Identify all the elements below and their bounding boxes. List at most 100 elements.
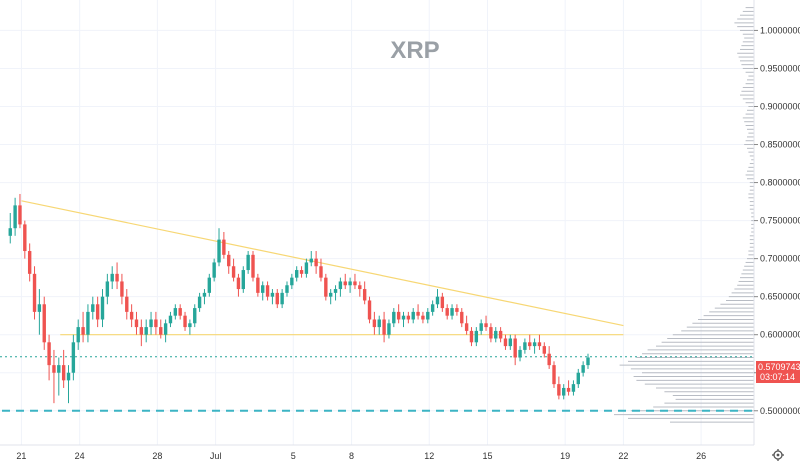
candle[interactable] (426, 308, 430, 324)
candle[interactable] (47, 334, 51, 381)
candle[interactable] (571, 380, 576, 396)
candle[interactable] (367, 296, 372, 324)
candle[interactable] (261, 281, 265, 301)
candle[interactable] (134, 311, 139, 335)
candle[interactable] (469, 327, 474, 347)
candle[interactable] (154, 311, 158, 335)
candle[interactable] (227, 251, 231, 274)
candle[interactable] (173, 304, 178, 320)
candle[interactable] (149, 311, 153, 335)
candle[interactable] (304, 258, 309, 278)
candle[interactable] (464, 315, 469, 335)
candle[interactable] (338, 277, 343, 297)
candle[interactable] (168, 311, 173, 328)
candle[interactable] (455, 304, 459, 316)
candle[interactable] (576, 368, 580, 388)
candle[interactable] (328, 289, 333, 305)
candle[interactable] (95, 296, 100, 328)
candle[interactable] (324, 273, 328, 301)
candle[interactable] (217, 228, 221, 267)
candle[interactable] (460, 308, 464, 328)
candle[interactable] (552, 361, 556, 388)
candle[interactable] (508, 334, 513, 350)
candle[interactable] (387, 319, 391, 339)
candle[interactable] (37, 289, 42, 335)
candle[interactable] (319, 258, 323, 282)
candle[interactable] (100, 289, 105, 328)
candle[interactable] (513, 334, 517, 366)
candle[interactable] (411, 308, 415, 324)
candle[interactable] (396, 304, 401, 324)
candle[interactable] (81, 311, 85, 343)
candles[interactable] (8, 193, 590, 404)
candle[interactable] (314, 251, 318, 274)
candle[interactable] (52, 349, 56, 404)
candle[interactable] (294, 266, 299, 282)
candle[interactable] (401, 311, 406, 328)
candle[interactable] (290, 273, 294, 290)
candle[interactable] (450, 304, 454, 320)
candle[interactable] (557, 376, 561, 400)
candle[interactable] (299, 266, 304, 278)
candle[interactable] (532, 338, 537, 354)
candle[interactable] (236, 273, 241, 297)
candle[interactable] (358, 281, 362, 297)
candle[interactable] (163, 319, 168, 343)
candle[interactable] (197, 292, 202, 312)
candle[interactable] (76, 319, 80, 350)
candle[interactable] (207, 273, 212, 297)
candle[interactable] (129, 304, 134, 328)
candle[interactable] (86, 304, 90, 343)
candle[interactable] (61, 349, 66, 388)
candle[interactable] (445, 304, 449, 320)
candle[interactable] (120, 273, 124, 305)
candle[interactable] (159, 319, 163, 339)
candle[interactable] (542, 342, 547, 358)
candle[interactable] (382, 311, 386, 343)
candle[interactable] (231, 258, 236, 282)
candle[interactable] (343, 273, 347, 290)
candle[interactable] (57, 357, 61, 396)
candle[interactable] (256, 273, 260, 297)
candle[interactable] (66, 365, 71, 404)
candle[interactable] (280, 289, 284, 309)
candle[interactable] (8, 212, 12, 244)
candle[interactable] (372, 311, 377, 335)
candle[interactable] (421, 311, 425, 324)
candle[interactable] (498, 327, 503, 343)
time-axis[interactable]: 21 24 28 Jul 5 8 12 15 19 22 26 (16, 451, 706, 461)
candle[interactable] (178, 304, 182, 320)
candle[interactable] (71, 334, 76, 381)
candle[interactable] (222, 232, 226, 259)
candle[interactable] (586, 353, 590, 369)
candle[interactable] (494, 327, 498, 343)
candle[interactable] (333, 285, 338, 301)
candle[interactable] (537, 334, 542, 350)
candle[interactable] (430, 300, 435, 316)
candle[interactable] (503, 334, 508, 350)
candle[interactable] (18, 193, 22, 229)
candle[interactable] (362, 281, 367, 305)
candle[interactable] (416, 304, 420, 320)
candle[interactable] (251, 251, 255, 282)
candle[interactable] (110, 266, 114, 290)
candle[interactable] (241, 266, 245, 293)
candle[interactable] (528, 334, 532, 350)
candle[interactable] (125, 289, 129, 320)
candle[interactable] (353, 273, 357, 290)
candle[interactable] (518, 346, 522, 362)
candle[interactable] (202, 289, 207, 305)
candle[interactable] (547, 346, 551, 369)
candle[interactable] (91, 296, 95, 320)
candle[interactable] (139, 319, 144, 347)
candle[interactable] (489, 323, 493, 343)
settings-gear-icon[interactable] (772, 449, 784, 461)
candle[interactable] (479, 319, 483, 335)
candle[interactable] (348, 277, 352, 293)
candle[interactable] (392, 308, 396, 328)
candle[interactable] (27, 243, 32, 282)
candle[interactable] (144, 319, 148, 343)
candle[interactable] (474, 327, 479, 347)
candle[interactable] (246, 251, 250, 274)
candle[interactable] (115, 262, 119, 290)
